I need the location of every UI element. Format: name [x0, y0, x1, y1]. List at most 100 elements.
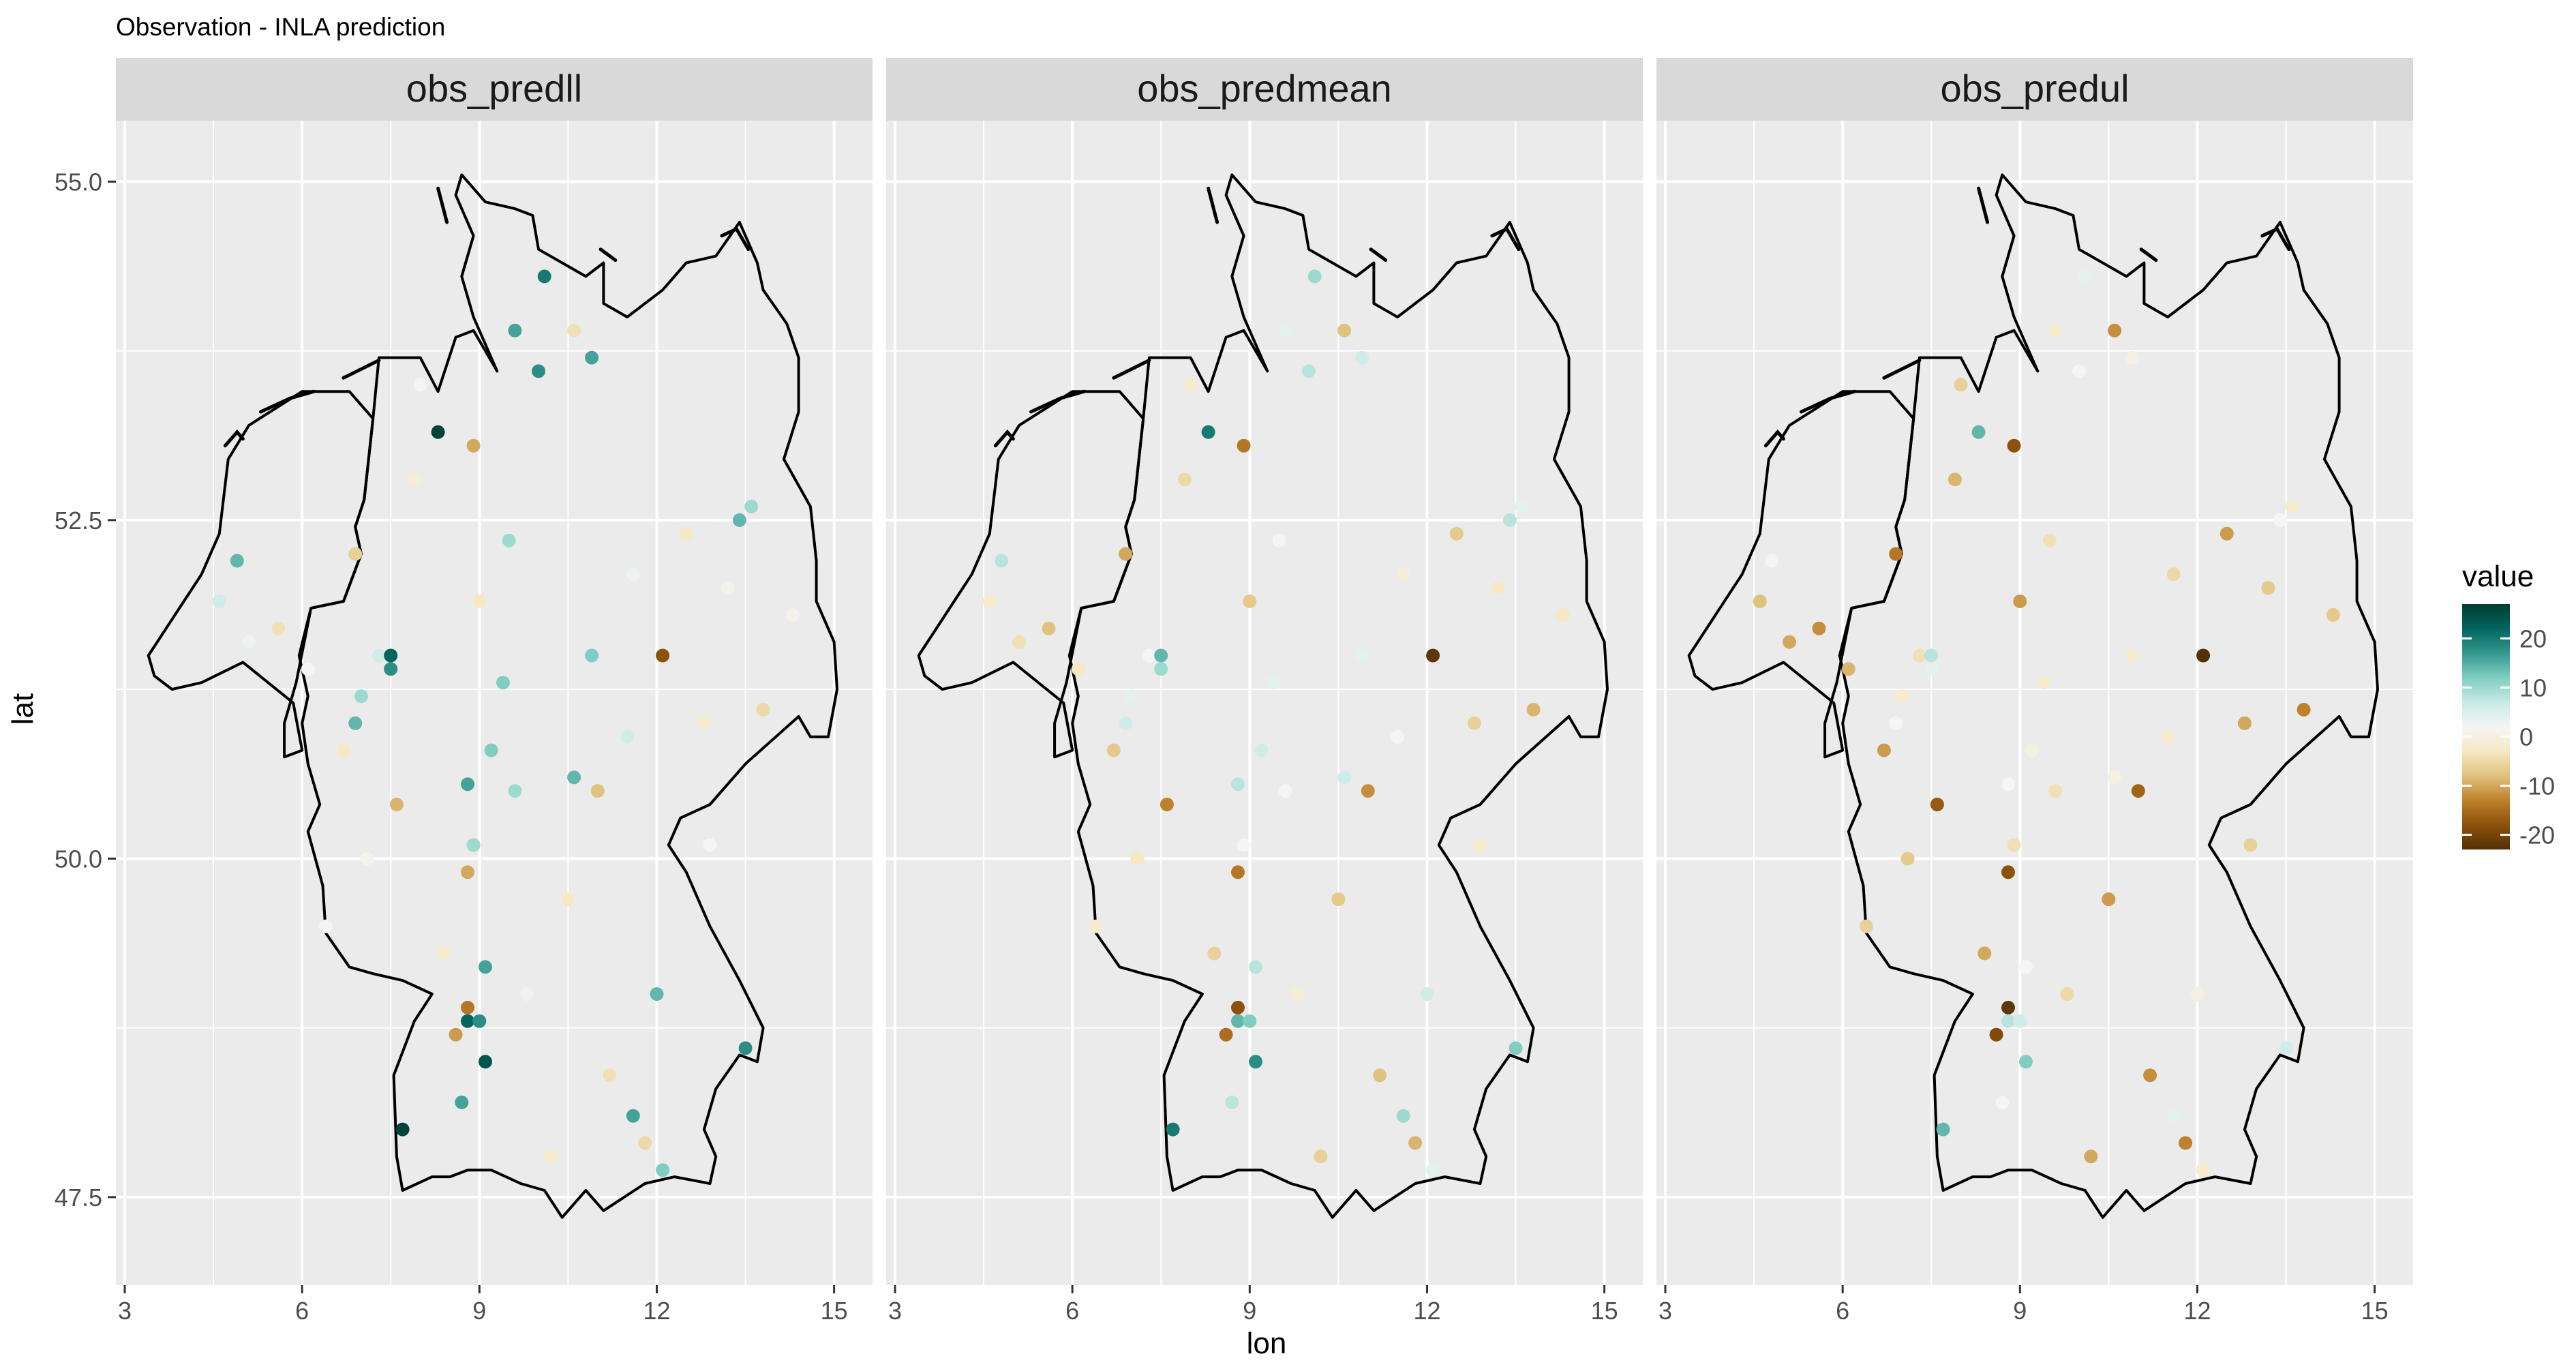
data-point [2131, 784, 2145, 798]
data-point [2261, 581, 2275, 595]
data-point [590, 784, 605, 798]
x-tick-label: 9 [472, 1297, 486, 1325]
data-point [437, 946, 451, 961]
data-point [1249, 1055, 1262, 1069]
data-point [603, 1068, 617, 1083]
data-point [484, 743, 498, 757]
x-tick-label: 6 [295, 1297, 309, 1325]
x-tick-label: 15 [821, 1297, 848, 1325]
data-point [508, 323, 522, 337]
data-point [1225, 1095, 1239, 1109]
x-tick-label: 12 [643, 1297, 670, 1325]
data-point [1765, 554, 1779, 568]
island-outline [1112, 359, 1151, 380]
data-point [384, 648, 398, 663]
data-point [242, 635, 256, 649]
data-point [271, 621, 286, 635]
data-point [2179, 1136, 2193, 1150]
data-point [2013, 595, 2027, 608]
data-point [2125, 350, 2140, 365]
data-point [650, 987, 664, 1001]
data-point [1302, 364, 1316, 378]
data-point [1278, 784, 1292, 798]
data-point [1119, 547, 1133, 561]
data-point [2007, 438, 2021, 453]
y-tick-label: 52.5 [55, 507, 102, 535]
facet-strip [116, 58, 873, 121]
data-point [301, 662, 315, 676]
island-outline [720, 226, 751, 252]
data-point [389, 798, 404, 811]
facet-strip [886, 58, 1643, 121]
x-tick-label: 12 [1413, 1297, 1440, 1325]
data-point [1889, 547, 1903, 561]
data-point [2013, 1014, 2027, 1028]
data-point [2219, 526, 2234, 541]
y-axis-label: lat [6, 693, 40, 725]
data-point [1207, 946, 1222, 961]
data-point [2048, 784, 2063, 798]
island-outline [993, 429, 1015, 448]
data-point [585, 350, 599, 365]
data-point [1502, 513, 1517, 527]
data-point [1231, 1014, 1245, 1028]
data-point [1889, 716, 1903, 730]
data-point [2084, 1149, 2098, 1164]
island-outline [1490, 226, 1521, 252]
data-point [2037, 676, 2050, 690]
legend-colorbar [2462, 604, 2510, 849]
x-tick-label: 3 [118, 1297, 132, 1325]
data-point [466, 438, 481, 453]
data-point [348, 547, 363, 561]
data-point [1556, 607, 1570, 622]
island-outline [223, 429, 245, 448]
panel-background [1656, 121, 2413, 1285]
data-point [1948, 472, 1962, 487]
data-point [638, 1136, 652, 1150]
data-point [2297, 702, 2311, 717]
data-point [212, 595, 226, 608]
x-tick-label: 15 [1591, 1297, 1618, 1325]
data-point [1243, 595, 1257, 608]
data-point [721, 581, 735, 595]
data-point [1142, 648, 1156, 663]
data-point [461, 777, 474, 792]
island-outline [1800, 389, 1856, 414]
data-point [1219, 1027, 1233, 1042]
data-point [732, 513, 746, 527]
island-outline [1369, 247, 1388, 262]
data-point [1930, 798, 1944, 811]
data-point [567, 323, 581, 337]
data-point [472, 1014, 487, 1028]
data-point [1183, 378, 1198, 392]
data-point [1124, 689, 1138, 704]
data-point [2279, 1041, 2293, 1055]
data-point [1130, 852, 1145, 866]
data-point [2108, 323, 2122, 337]
x-tick-label: 9 [2013, 1297, 2027, 1325]
data-point [1396, 1109, 1410, 1123]
data-point [372, 648, 386, 663]
data-point [679, 526, 693, 541]
data-point [2078, 269, 2092, 284]
data-point [1391, 729, 1405, 744]
data-point [508, 784, 522, 798]
data-point [1900, 852, 1915, 866]
x-tick-label: 3 [1658, 1297, 1672, 1325]
data-point [2019, 1055, 2033, 1069]
data-point [620, 729, 635, 744]
panel-background [116, 121, 873, 1285]
data-point [537, 269, 551, 284]
data-point [472, 595, 487, 608]
data-point [626, 1109, 640, 1123]
data-point [449, 1027, 463, 1042]
data-point [1526, 702, 1541, 717]
y-axis: 47.5 50.0 52.5 55.0 [55, 168, 116, 1212]
data-point [1201, 425, 1215, 439]
data-point [1449, 526, 1464, 541]
data-point [1978, 946, 1992, 961]
data-point [703, 838, 717, 852]
data-point [2125, 648, 2140, 663]
island-outline [259, 389, 316, 414]
x-tick-label: 6 [1836, 1297, 1849, 1325]
